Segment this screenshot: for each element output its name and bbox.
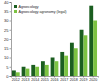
y-tick-mark: [10, 2, 12, 3]
x-tick-label: 2019: [80, 78, 88, 82]
y-tick: 25: [4, 28, 11, 33]
y-tick: 10: [4, 55, 11, 60]
bar: [93, 21, 97, 77]
y-tick: 40: [4, 0, 11, 5]
x-tick: 2017: [60, 76, 68, 82]
legend: AgroecologyAgroecology agronomy (legal): [14, 5, 66, 14]
bar: [80, 30, 84, 76]
bar: [89, 6, 93, 76]
y-tick-mark: [10, 76, 12, 77]
x-tick-label: 2016: [51, 78, 59, 82]
bar: [51, 58, 55, 77]
bar: [41, 61, 45, 76]
bar: [16, 72, 20, 76]
x-tick: 2013: [22, 76, 30, 82]
y-tick: 15: [4, 46, 11, 51]
y-tick-label: 25: [4, 28, 9, 33]
y-tick-mark: [10, 21, 12, 22]
bar: [45, 65, 49, 76]
y-tick-label: 15: [4, 46, 9, 51]
x-tick-label: 2020: [89, 78, 97, 82]
plot: 0 5 10 15 20 25 30 35 40 201220132014201520162017…: [4, 0, 98, 82]
x-tick: 2019: [80, 76, 88, 82]
y-tick: 20: [4, 37, 11, 42]
y-axis: 0 5 10 15 20 25 30 35 40: [4, 0, 11, 79]
y-tick-label: 0: [6, 74, 9, 79]
bar: [70, 43, 74, 76]
x-tick: 2018: [70, 76, 78, 82]
legend-label: Agroecology: [19, 5, 39, 9]
y-tick-mark: [10, 67, 12, 68]
x-tick-label: 2012: [12, 78, 20, 82]
bar: [12, 70, 16, 76]
y-tick-mark: [10, 48, 12, 49]
y-tick-mark: [10, 39, 12, 40]
bar: [84, 35, 88, 76]
y-tick-label: 10: [4, 55, 9, 60]
x-tick: 2012: [12, 76, 20, 82]
legend-entry: Agroecology: [14, 5, 39, 9]
x-tick: 2016: [51, 76, 59, 82]
y-tick-mark: [10, 58, 12, 59]
y-tick-label: 5: [6, 65, 9, 70]
bar: [74, 48, 78, 76]
legend-entry: Agroecology agronomy (legal): [14, 10, 66, 14]
x-tick-label: 2017: [60, 78, 68, 82]
bar: [22, 67, 26, 76]
chart: 0 5 10 15 20 25 30 35 40 201220132014201520162017…: [0, 0, 100, 84]
y-tick-label: 20: [4, 37, 9, 42]
x-tick: 2015: [41, 76, 49, 82]
y-axis-line: [10, 3, 12, 77]
y-tick: 0: [6, 74, 11, 79]
x-tick-label: 2015: [41, 78, 49, 82]
bar: [60, 52, 64, 76]
y-tick: 35: [4, 9, 11, 14]
y-tick-label: 30: [4, 18, 9, 23]
legend-swatch: [14, 10, 17, 13]
y-tick: 5: [6, 65, 11, 70]
x-tick: 2020: [89, 76, 97, 82]
y-tick-label: 40: [4, 0, 9, 5]
bar: [26, 69, 30, 76]
legend-swatch: [14, 5, 17, 8]
x-axis: 201220132014201520162017201820192020: [12, 76, 99, 82]
bar: [31, 65, 35, 76]
y-tick-label: 35: [4, 9, 9, 14]
x-tick-label: 2018: [70, 78, 78, 82]
x-tick-label: 2013: [22, 78, 30, 82]
bar: [35, 67, 39, 76]
x-tick-label: 2014: [31, 78, 39, 82]
y-tick-mark: [10, 11, 12, 12]
bars: [12, 6, 97, 76]
x-tick: 2014: [31, 76, 39, 82]
legend-label: Agroecology agronomy (legal): [19, 10, 67, 14]
y-tick-mark: [10, 30, 12, 31]
y-tick: 30: [4, 18, 11, 23]
bar: [55, 61, 59, 76]
bar: [64, 56, 68, 76]
